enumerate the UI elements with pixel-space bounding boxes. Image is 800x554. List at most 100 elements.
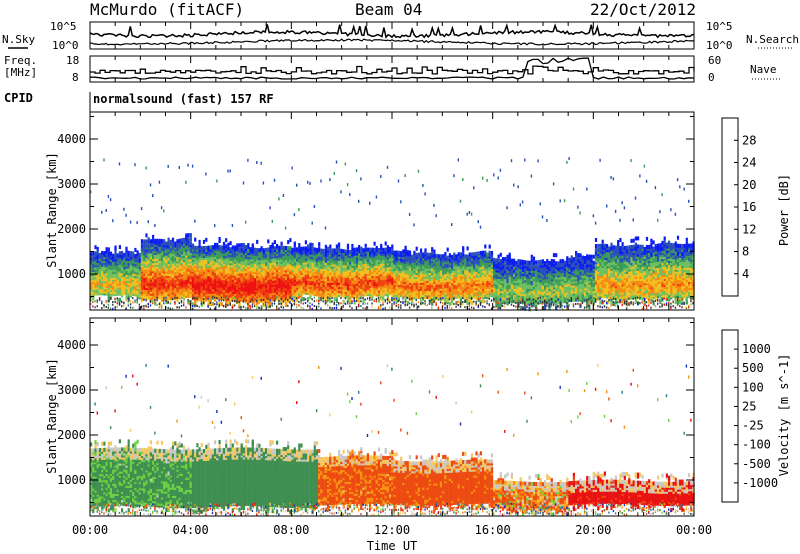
power-cell (313, 205, 316, 208)
power-cell (136, 298, 138, 301)
power-cell (346, 249, 350, 254)
power-cell (267, 261, 270, 266)
power-cell (94, 291, 97, 296)
power-cell (209, 287, 212, 292)
power-cell (280, 255, 283, 260)
power-cell (320, 307, 322, 310)
power-cell (169, 307, 172, 310)
power-cell (125, 295, 128, 300)
power-cell (459, 260, 462, 265)
power-cell (158, 238, 161, 243)
power-cell (331, 248, 334, 253)
power-cell (346, 282, 350, 287)
power-cell (346, 274, 350, 279)
power-cell (92, 300, 94, 303)
power-cell (234, 292, 237, 297)
power-cell (342, 304, 344, 307)
power-cell (152, 295, 155, 300)
power-cell (207, 274, 210, 278)
power-cell (127, 297, 129, 300)
power-cell (118, 265, 121, 270)
power-cell (269, 251, 272, 256)
power-cell (311, 242, 314, 247)
power-cell (109, 257, 113, 262)
power-cell (402, 300, 404, 303)
power-cell (231, 245, 234, 250)
power-cell (260, 246, 263, 251)
power-cell (296, 306, 298, 309)
power-cell (140, 265, 144, 270)
power-cell (174, 296, 176, 299)
power-cell (400, 271, 403, 276)
power-cell (459, 284, 462, 289)
power-cell (406, 276, 409, 281)
power-cell (209, 296, 212, 300)
power-cell (211, 251, 214, 256)
power-cell (453, 298, 455, 301)
power-cell (391, 264, 394, 269)
power-cell (273, 246, 276, 251)
power-cell (225, 301, 228, 305)
power-cell (422, 256, 425, 261)
power-cell (391, 248, 394, 253)
power-cell (169, 296, 172, 301)
power-cell (448, 301, 451, 306)
power-cell (335, 293, 338, 297)
power-cell (428, 302, 431, 305)
power-cell (183, 254, 186, 258)
power-cell (455, 301, 457, 304)
power-cell (140, 207, 143, 211)
power-cell (366, 274, 369, 278)
power-cell (433, 301, 435, 304)
power-cell (187, 251, 190, 256)
power-cell (218, 237, 221, 241)
power-cell (360, 300, 362, 303)
power-cell (420, 248, 423, 253)
power-cell (171, 307, 174, 310)
power-cell (234, 304, 236, 307)
power-cell (393, 303, 395, 305)
power-cell (140, 239, 144, 244)
power-cell (309, 248, 312, 253)
power-cell (229, 241, 232, 246)
power-cell (123, 302, 125, 305)
power-cell (397, 179, 400, 183)
power-cell (431, 247, 434, 252)
power-cell (194, 292, 197, 297)
power-cell (358, 275, 361, 280)
power-cell (358, 291, 361, 296)
power-cell (218, 283, 221, 288)
power-cell (183, 302, 185, 305)
power-cell (134, 163, 136, 167)
power-cell (362, 307, 364, 309)
power-cell (101, 210, 103, 214)
power-cell (218, 303, 220, 306)
power-cell (251, 243, 254, 248)
power-cell (242, 249, 245, 254)
power-cell (174, 292, 177, 297)
power-cell (276, 243, 279, 248)
power-cell (234, 296, 236, 299)
power-cell (433, 253, 436, 258)
power-cell (238, 302, 241, 306)
power-cell (377, 248, 381, 252)
power-cell (251, 265, 254, 270)
power-cell (329, 279, 332, 283)
power-cell (371, 265, 374, 270)
power-cell (284, 304, 287, 307)
power-cell (393, 301, 395, 304)
power-cell (209, 263, 212, 268)
power-cell (377, 296, 380, 299)
power-cell (178, 250, 181, 255)
power-cell (227, 242, 230, 247)
power-cell (198, 298, 200, 301)
power-cell (189, 233, 192, 238)
power-cell (327, 285, 330, 290)
power-cell (238, 265, 241, 270)
power-cell (256, 276, 259, 281)
power-cell (466, 289, 469, 293)
power-cell (377, 286, 381, 291)
power-cell (116, 253, 119, 258)
power-cell (267, 297, 269, 300)
power-cell (183, 278, 186, 283)
